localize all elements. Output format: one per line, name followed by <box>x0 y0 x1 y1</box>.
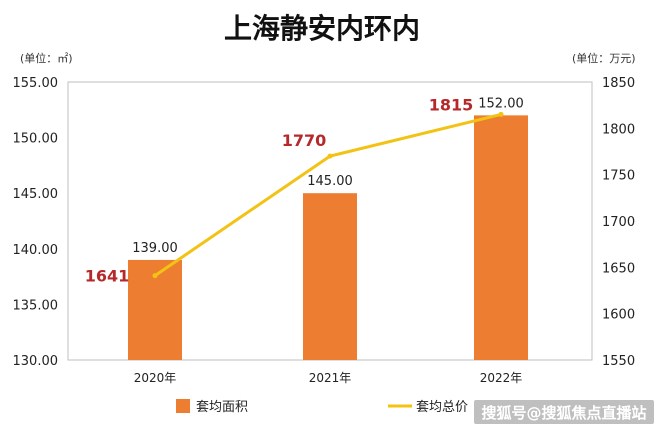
bar <box>303 193 357 360</box>
bar-value-label: 152.00 <box>478 96 524 111</box>
watermark-background <box>474 400 654 424</box>
legend-label-area: 套均面积 <box>196 399 248 415</box>
right-tick-label: 1650 <box>602 261 635 276</box>
left-tick-label: 140.00 <box>13 243 59 258</box>
x-tick-label: 2021年 <box>309 371 352 385</box>
right-tick-label: 1850 <box>602 76 635 91</box>
bar <box>474 115 528 360</box>
legend: 套均面积 套均总价 <box>176 399 468 415</box>
watermark-text: 搜狐号@搜狐焦点直播站 <box>481 404 646 422</box>
left-tick-label: 150.00 <box>13 132 59 147</box>
left-tick-label: 135.00 <box>13 298 59 313</box>
legend-swatch-area <box>176 399 190 413</box>
line-value-label: 1815 <box>429 95 474 114</box>
chart-title: 上海静安内环内 <box>224 12 420 45</box>
left-tick-label: 130.00 <box>13 354 59 369</box>
x-tick-label: 2022年 <box>480 371 523 385</box>
right-axis: 1550 1600 1650 1700 1750 1800 1850 <box>602 76 635 369</box>
right-tick-label: 1800 <box>602 122 635 137</box>
left-axis: 130.00 135.00 140.00 145.00 150.00 155.00 <box>13 76 59 369</box>
bar-value-label: 145.00 <box>307 174 353 189</box>
legend-label-price: 套均总价 <box>416 399 468 415</box>
right-tick-label: 1750 <box>602 169 635 184</box>
left-tick-label: 155.00 <box>13 76 59 91</box>
x-tick-label: 2020年 <box>134 371 177 385</box>
right-tick-label: 1550 <box>602 354 635 369</box>
line-value-label: 1641 <box>85 267 130 286</box>
right-axis-unit: (单位：万元) <box>572 51 636 65</box>
right-tick-label: 1600 <box>602 308 635 323</box>
line-point <box>327 153 333 159</box>
left-tick-label: 145.00 <box>13 187 59 202</box>
x-axis: 2020年 2021年 2022年 <box>134 371 523 385</box>
line-series: 1641 1770 1815 <box>85 95 504 286</box>
watermark: 搜狐号@搜狐焦点直播站 <box>474 400 654 424</box>
bar-value-label: 139.00 <box>132 241 178 256</box>
line-point <box>152 273 158 279</box>
bar-series: 139.00 145.00 152.00 <box>128 96 528 360</box>
left-axis-unit: (单位：㎡) <box>20 51 73 65</box>
line-value-label: 1770 <box>282 131 327 150</box>
right-tick-label: 1700 <box>602 215 635 230</box>
line-point <box>498 111 504 117</box>
